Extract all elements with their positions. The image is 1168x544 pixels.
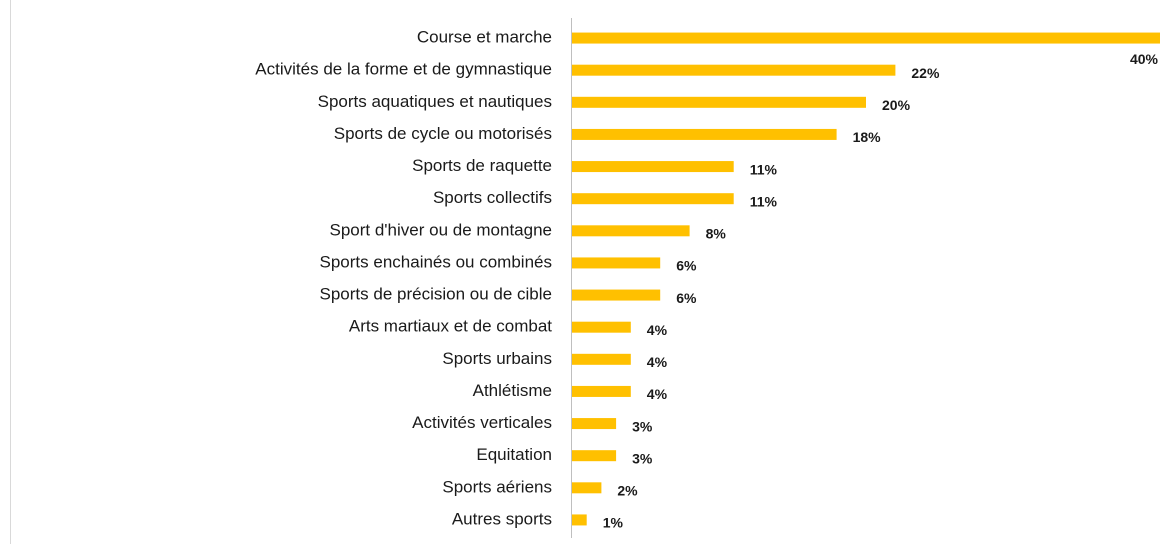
value-label: 4% (647, 322, 668, 338)
category-label: Activités de la forme et de gymnastique (255, 60, 552, 79)
value-label: 18% (853, 129, 882, 145)
category-label: Autres sports (452, 509, 552, 528)
value-label: 6% (676, 258, 697, 274)
bar (572, 64, 896, 76)
value-label: 3% (632, 418, 653, 434)
value-label: 3% (632, 450, 653, 466)
category-label: Course et marche (417, 28, 552, 47)
bar (572, 450, 617, 462)
value-label: 4% (647, 354, 668, 370)
bar (572, 482, 602, 494)
bar (572, 193, 734, 205)
category-label: Activités verticales (412, 413, 552, 432)
category-label: Sports de raquette (412, 156, 552, 175)
category-label: Sports urbains (442, 349, 552, 368)
value-label: 6% (676, 290, 697, 306)
category-label: Sports aériens (442, 477, 552, 496)
value-label: 2% (617, 483, 638, 499)
value-label: 20% (882, 97, 911, 113)
bar (572, 418, 617, 430)
category-label: Sports aquatiques et nautiques (318, 92, 552, 111)
value-label: 40% (1130, 51, 1159, 67)
bar (572, 353, 631, 365)
bar (572, 225, 690, 237)
bar (572, 32, 1160, 44)
bar (572, 289, 661, 301)
value-label: 8% (706, 226, 727, 242)
category-label: Sports de cycle ou motorisés (334, 124, 552, 143)
bar (572, 161, 734, 173)
category-label: Sport d'hiver ou de montagne (329, 220, 552, 239)
category-label: Athlétisme (473, 381, 552, 400)
bar (572, 128, 837, 140)
category-label: Sports collectifs (433, 188, 552, 207)
value-label: 11% (750, 193, 778, 209)
bar (572, 514, 587, 526)
category-label: Sports enchainés ou combinés (320, 252, 552, 271)
bar (572, 257, 661, 269)
category-label: Arts martiaux et de combat (349, 317, 552, 336)
bar (572, 321, 631, 333)
value-label: 22% (911, 65, 940, 81)
category-label: Equitation (476, 445, 552, 464)
bar (572, 96, 866, 108)
value-label: 11% (750, 161, 778, 177)
category-label: Sports de précision ou de cible (320, 285, 552, 304)
bar (572, 385, 631, 397)
value-label: 4% (647, 386, 668, 402)
value-label: 1% (603, 515, 624, 531)
